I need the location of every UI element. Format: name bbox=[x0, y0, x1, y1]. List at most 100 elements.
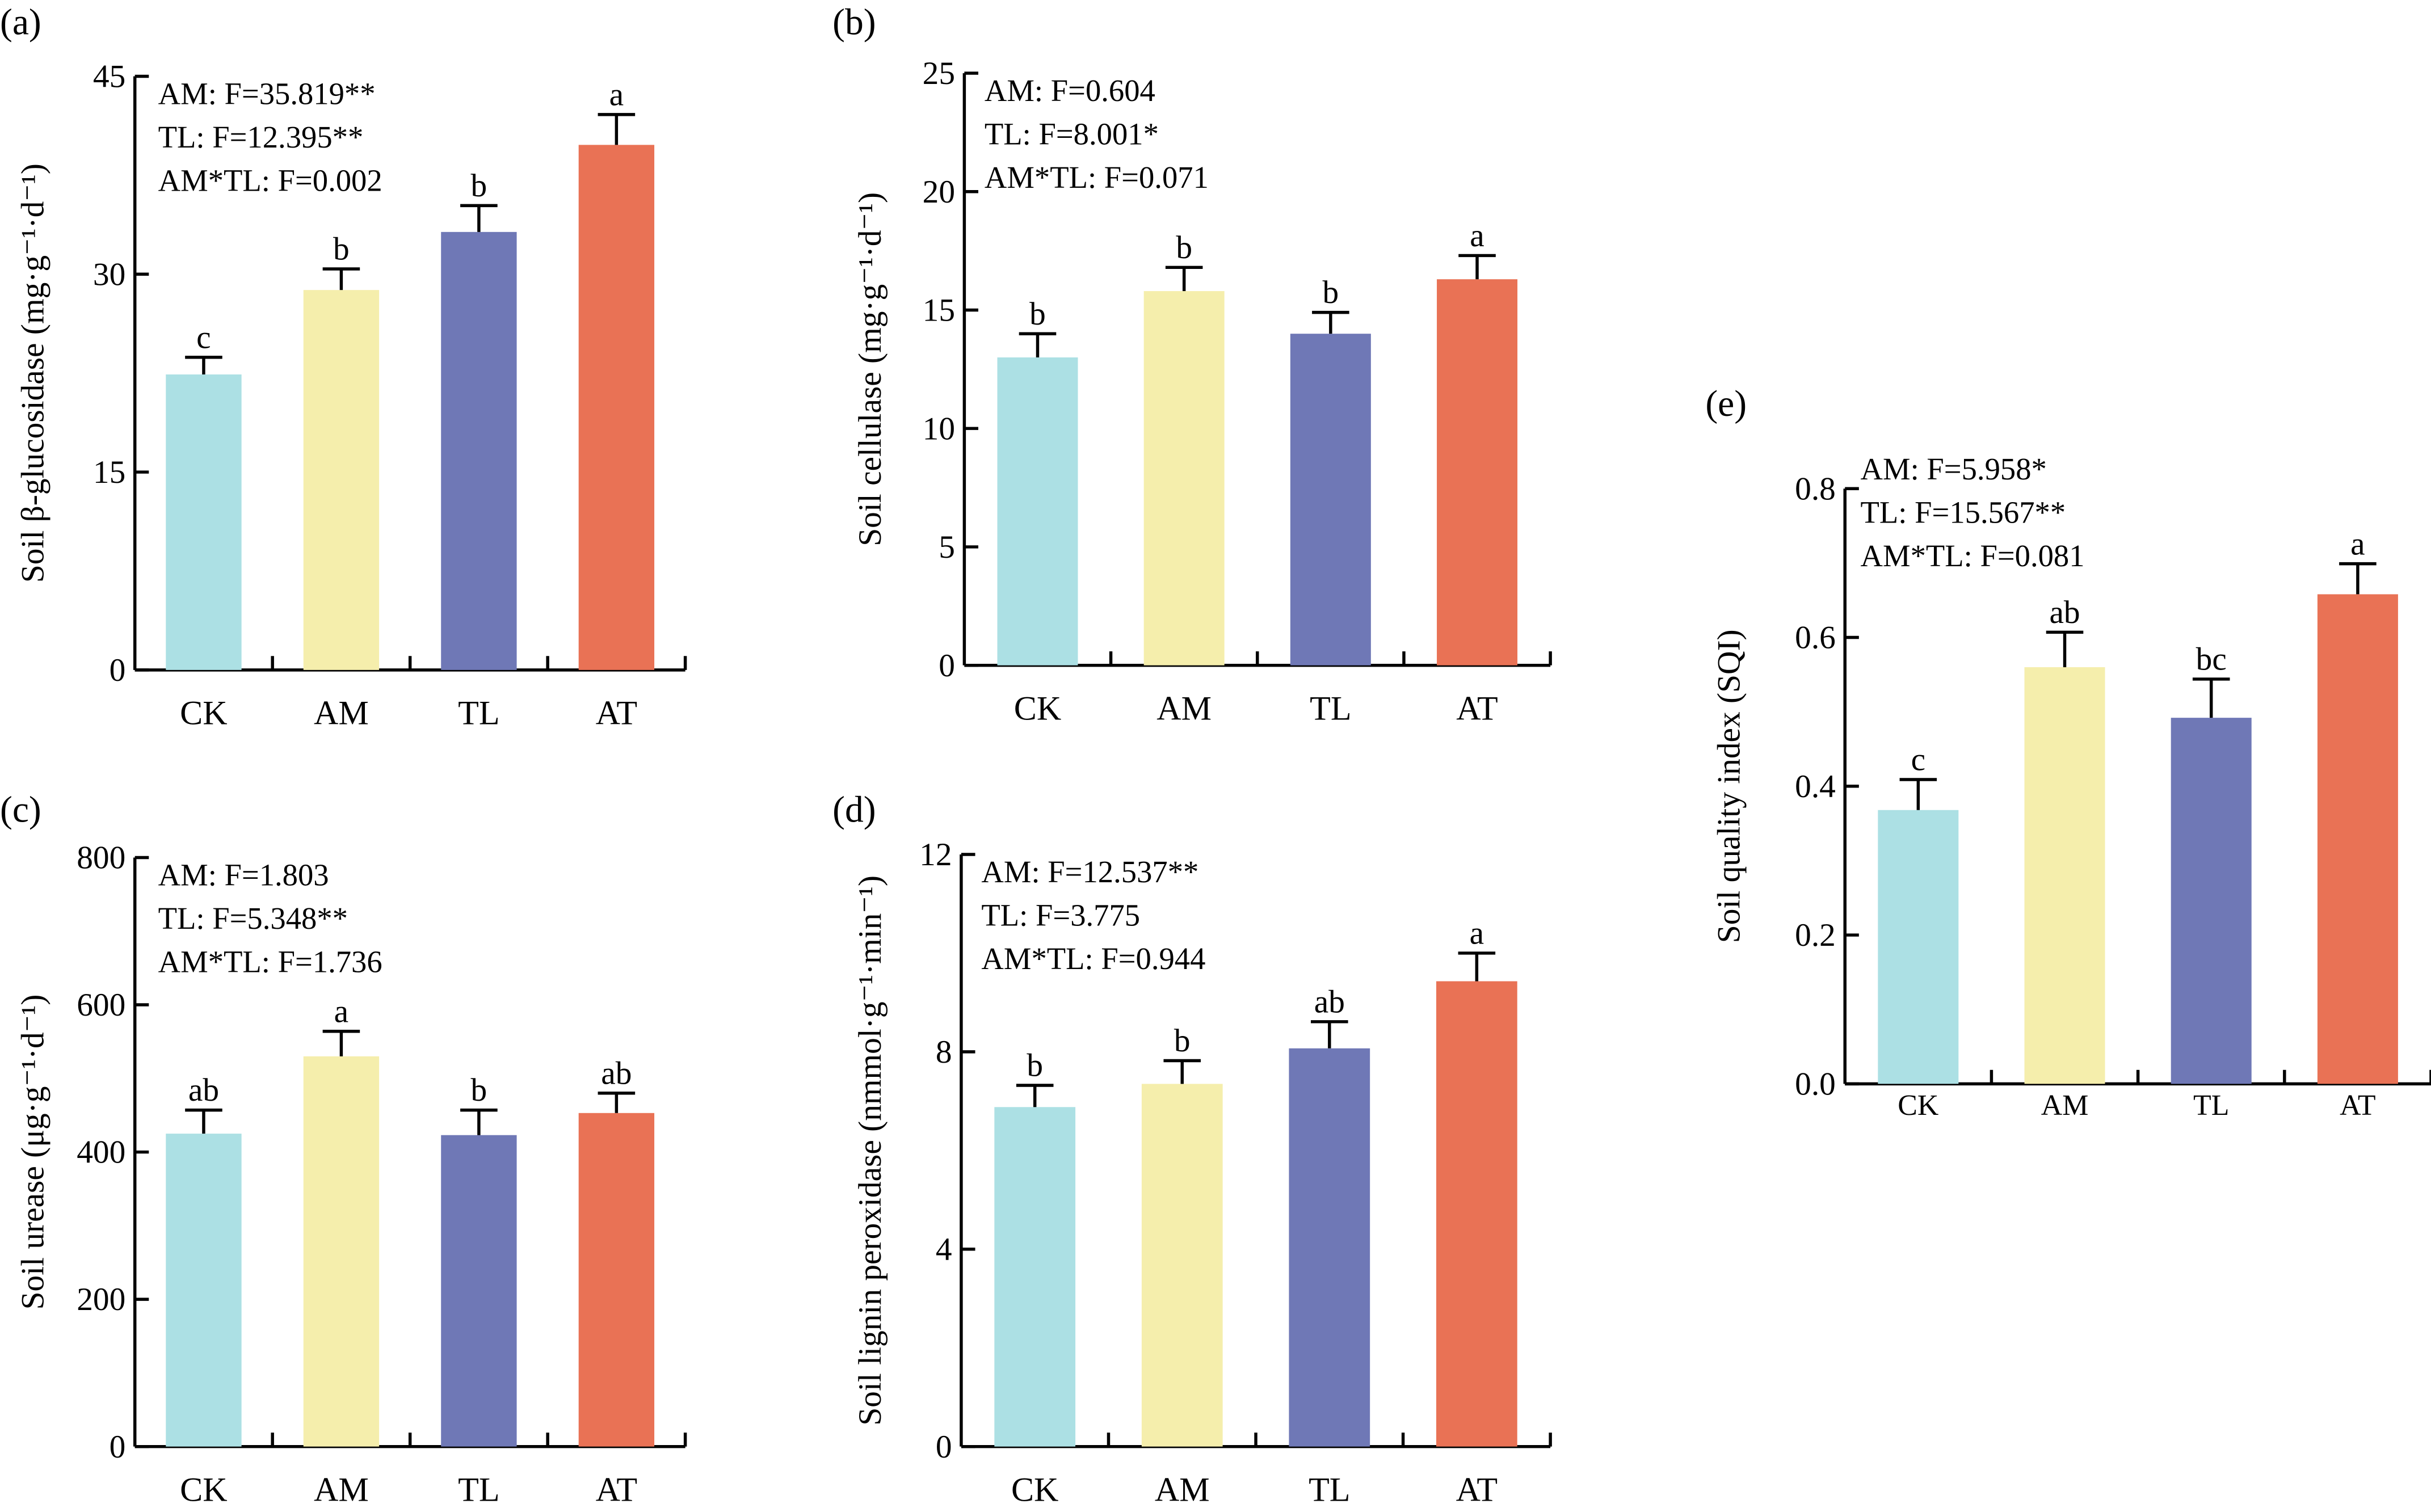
significance-letter: a bbox=[1470, 218, 1484, 254]
bar-tl bbox=[441, 231, 517, 670]
bar-ck bbox=[166, 1134, 242, 1447]
x-tick-label: TL bbox=[1310, 689, 1351, 727]
y-tick-label: 400 bbox=[77, 1135, 125, 1170]
panel-label: (c) bbox=[0, 790, 41, 831]
bar-at bbox=[2317, 594, 2398, 1084]
bar-am bbox=[303, 290, 380, 670]
significance-letter: ab bbox=[2049, 595, 2080, 630]
significance-letter: b bbox=[1029, 296, 1046, 332]
anova-stat: AM*TL: F=0.071 bbox=[985, 160, 1209, 195]
significance-letter: b bbox=[471, 168, 487, 204]
x-tick-label: AM bbox=[1156, 689, 1212, 727]
y-tick-label: 30 bbox=[93, 256, 125, 292]
anova-stat: AM: F=0.604 bbox=[985, 73, 1155, 108]
chart-panel-b: (b) 0 5 10 15 20 25 Soil cellulase (mg·g⁻¹·d⁻¹)… bbox=[832, 2, 1552, 727]
x-tick-label: AM bbox=[1155, 1471, 1210, 1509]
y-tick-label: 0.2 bbox=[1795, 917, 1836, 953]
anova-stat: AM: F=35.819** bbox=[158, 77, 376, 111]
bar-am bbox=[2024, 667, 2105, 1084]
y-tick-label: 200 bbox=[77, 1282, 125, 1317]
significance-letter: b bbox=[471, 1072, 487, 1108]
y-tick-label: 20 bbox=[923, 174, 955, 210]
anova-stat: TL: F=3.775 bbox=[981, 898, 1140, 933]
y-tick-label: 15 bbox=[923, 293, 955, 328]
y-tick-label: 25 bbox=[923, 56, 955, 91]
y-axis-label: Soil β-glucosidase (mg·g⁻¹·d⁻¹) bbox=[15, 163, 51, 583]
anova-stat: TL: F=12.395** bbox=[158, 120, 364, 154]
y-tick-label: 0.0 bbox=[1795, 1066, 1836, 1102]
y-tick-label: 5 bbox=[939, 529, 955, 565]
y-axis-label: Soil quality index (SQI) bbox=[1711, 629, 1747, 943]
significance-letter: ab bbox=[1314, 984, 1345, 1020]
significance-letter: ab bbox=[188, 1072, 219, 1108]
panel-label: (d) bbox=[832, 790, 876, 831]
x-tick-label: AT bbox=[596, 1471, 637, 1509]
anova-stat: AM*TL: F=1.736 bbox=[158, 945, 382, 979]
bar-am bbox=[1143, 291, 1225, 666]
y-tick-label: 0.8 bbox=[1795, 471, 1836, 507]
anova-stat: AM*TL: F=0.081 bbox=[1861, 538, 2085, 573]
y-tick-label: 0.6 bbox=[1795, 620, 1836, 656]
significance-letter: a bbox=[609, 77, 624, 112]
y-tick-label: 0 bbox=[936, 1429, 952, 1465]
x-tick-label: AT bbox=[1456, 1471, 1498, 1509]
bar-tl bbox=[1290, 334, 1371, 666]
bar-tl bbox=[1289, 1048, 1370, 1447]
panel-label: (b) bbox=[832, 2, 876, 43]
chart-panel-e: (e) 0.0 0.2 0.4 0.6 0.8 Soil quality index (SQ… bbox=[1705, 384, 2431, 1122]
y-tick-label: 0 bbox=[939, 648, 955, 684]
anova-stat: AM*TL: F=0.002 bbox=[158, 163, 382, 198]
x-tick-label: AM bbox=[314, 1471, 369, 1509]
significance-letter: a bbox=[2350, 526, 2365, 562]
x-tick-label: AM bbox=[314, 694, 369, 732]
significance-letter: b bbox=[1323, 275, 1339, 310]
bar-am bbox=[303, 1056, 380, 1447]
x-tick-label: CK bbox=[180, 1471, 227, 1509]
y-tick-label: 0 bbox=[110, 652, 126, 688]
x-tick-label: CK bbox=[1011, 1471, 1058, 1509]
bar-ck bbox=[997, 357, 1078, 666]
significance-letter: bc bbox=[2196, 642, 2227, 677]
bar-at bbox=[578, 1113, 655, 1447]
y-tick-label: 12 bbox=[919, 837, 952, 873]
y-tick-label: 4 bbox=[936, 1232, 952, 1267]
significance-letter: b bbox=[1027, 1048, 1043, 1084]
y-axis-label: Soil cellulase (mg·g⁻¹·d⁻¹) bbox=[852, 192, 888, 546]
anova-stat: AM: F=12.537** bbox=[981, 854, 1198, 889]
anova-stat: TL: F=8.001* bbox=[985, 117, 1159, 151]
significance-letter: b bbox=[333, 231, 350, 267]
x-tick-label: TL bbox=[458, 1471, 499, 1509]
y-axis-label: Soil urease (μg·g⁻¹·d⁻¹) bbox=[15, 995, 51, 1310]
x-tick-label: CK bbox=[1014, 689, 1061, 727]
y-tick-label: 0.4 bbox=[1795, 769, 1836, 805]
y-tick-label: 8 bbox=[936, 1034, 952, 1070]
x-tick-label: AT bbox=[596, 694, 637, 732]
y-tick-label: 10 bbox=[923, 411, 955, 447]
y-axis-label: Soil lignin peroxidase (nmmol·g⁻¹·min⁻¹) bbox=[852, 875, 888, 1426]
chart-panel-d: (d) 0 4 8 12 Soil lignin peroxidase (nmmol·g⁻… bbox=[832, 790, 1552, 1509]
chart-panel-a: (a) 0 15 30 45 Soil β-glucosidase (mg·g⁻¹·d⁻¹… bbox=[0, 2, 687, 732]
bar-tl bbox=[2171, 718, 2252, 1084]
anova-stat: AM: F=1.803 bbox=[158, 858, 329, 892]
significance-letter: a bbox=[1470, 916, 1484, 951]
significance-letter: ab bbox=[601, 1055, 632, 1091]
significance-letter: b bbox=[1174, 1023, 1191, 1059]
x-tick-label: TL bbox=[458, 694, 499, 732]
chart-panel-c: (c) 0 200 400 600 800 Soil urease (μg·g⁻¹·d⁻¹)… bbox=[0, 790, 687, 1509]
bar-ck bbox=[166, 374, 242, 670]
y-tick-label: 45 bbox=[93, 59, 125, 95]
bar-am bbox=[1141, 1084, 1223, 1447]
x-tick-label: AT bbox=[1456, 689, 1498, 727]
bar-at bbox=[578, 145, 655, 670]
anova-stat: AM*TL: F=0.944 bbox=[981, 941, 1205, 976]
x-tick-label: CK bbox=[180, 694, 227, 732]
bar-at bbox=[1436, 981, 1517, 1447]
x-tick-label: CK bbox=[1898, 1089, 1938, 1122]
y-tick-label: 0 bbox=[110, 1429, 126, 1465]
significance-letter: c bbox=[196, 319, 211, 355]
x-tick-label: AT bbox=[2340, 1089, 2375, 1122]
bar-ck bbox=[1878, 810, 1959, 1084]
significance-letter: b bbox=[1176, 230, 1192, 266]
bar-ck bbox=[994, 1107, 1076, 1447]
